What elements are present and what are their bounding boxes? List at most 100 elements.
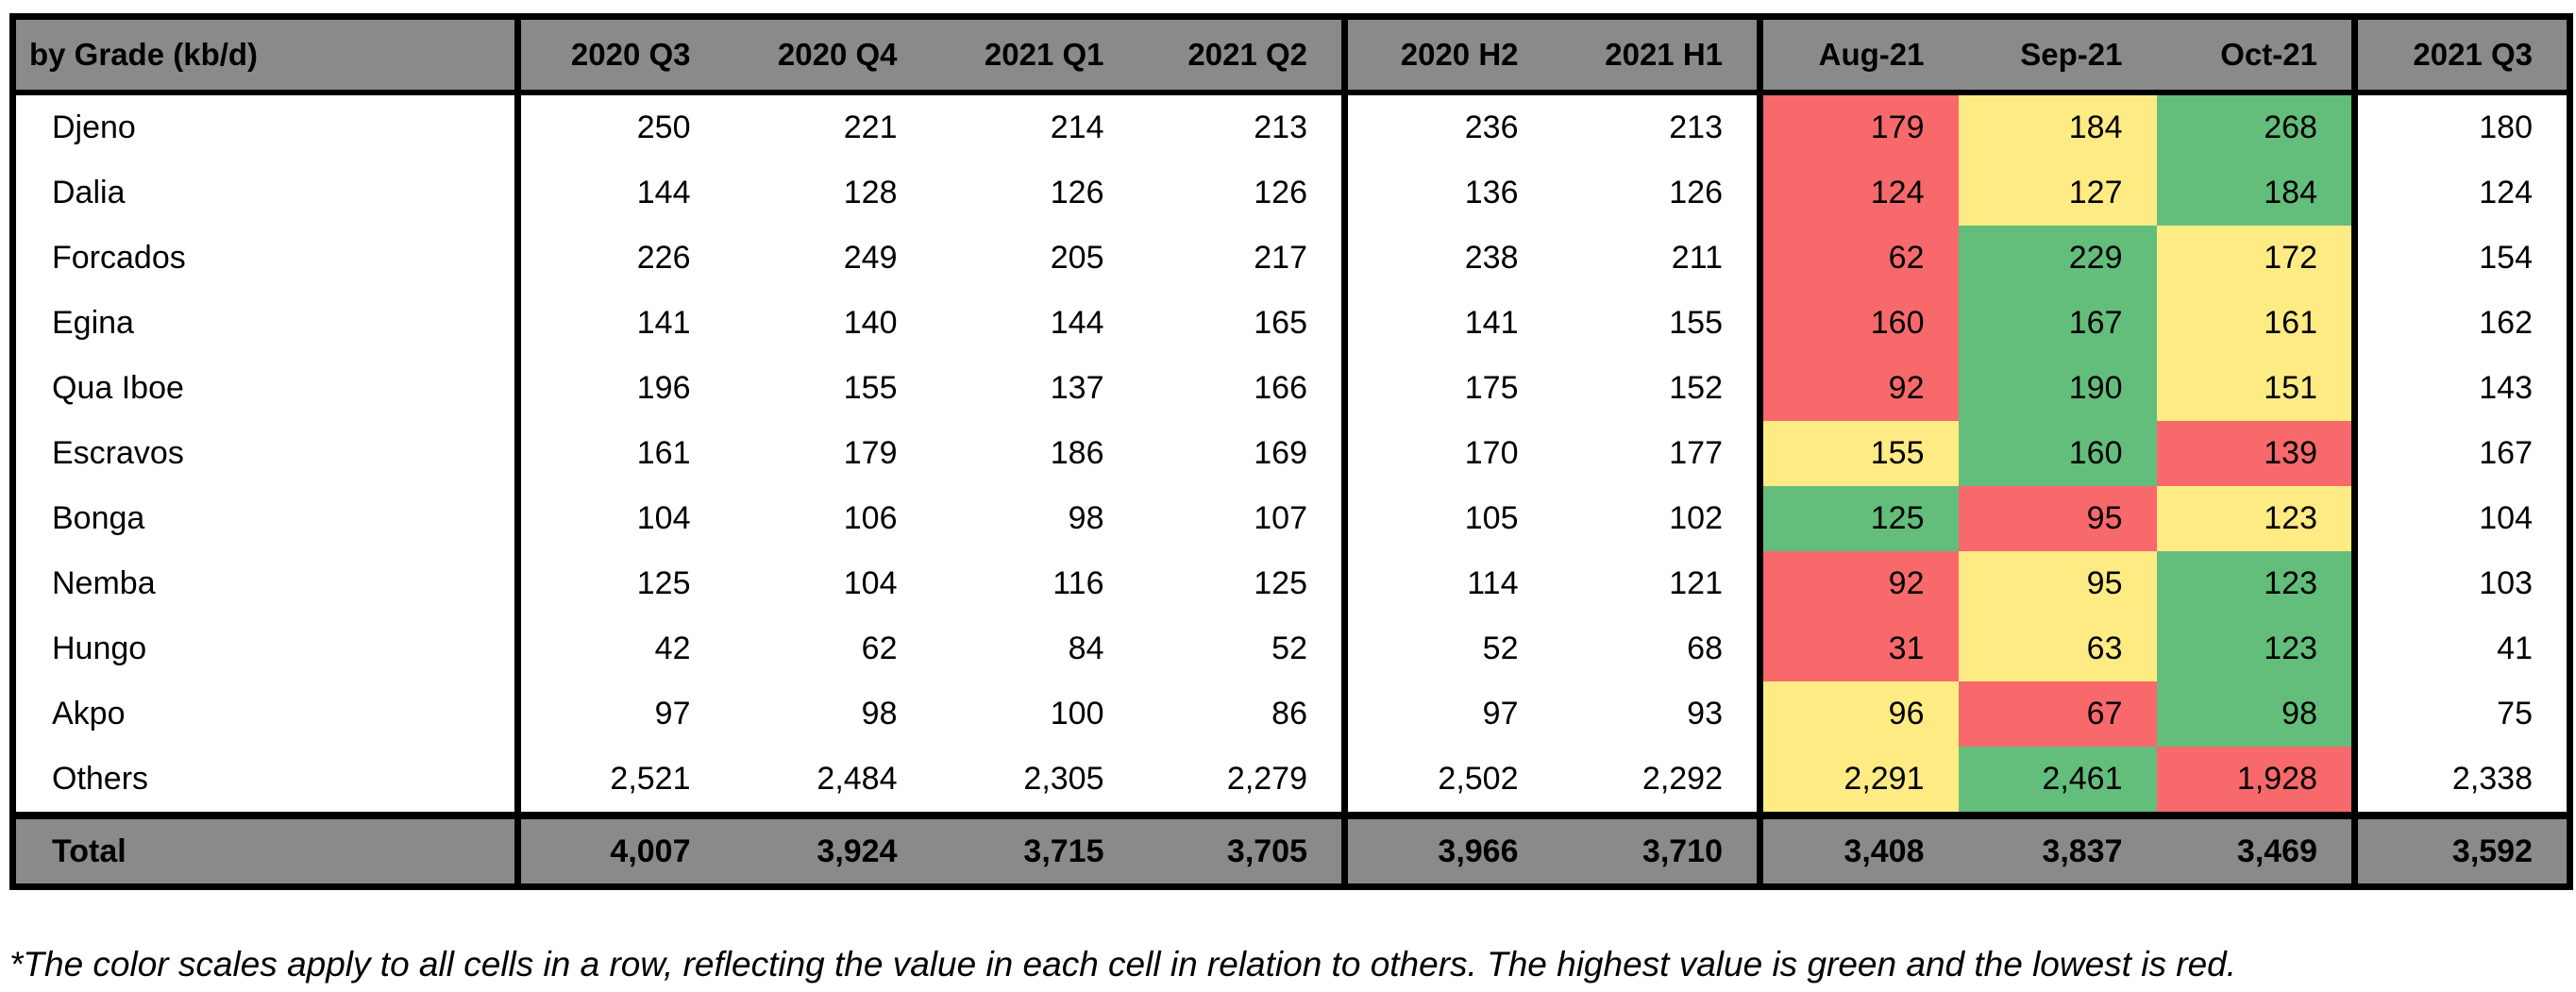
column-header-2021-h1: 2021 H1	[1552, 16, 1760, 95]
value-cell: 3,924	[724, 812, 932, 887]
row-label-akpo: Akpo	[12, 681, 518, 747]
heatmap-cell: 63	[1958, 616, 2157, 681]
row-label-forcados: Forcados	[12, 226, 518, 291]
heatmap-cell: 123	[2156, 616, 2355, 681]
value-cell: 100	[931, 681, 1138, 747]
heatmap-cell: 2,461	[1958, 747, 2157, 815]
heatmap-cell: 62	[1757, 226, 1959, 291]
column-header-2020-q3: 2020 Q3	[514, 16, 725, 95]
value-cell: 2,279	[1137, 747, 1345, 815]
value-cell: 144	[931, 291, 1138, 356]
footnote: *The color scales apply to all cells in …	[9, 945, 2237, 984]
heatmap-cell: 151	[2156, 356, 2355, 421]
value-cell: 155	[724, 356, 932, 421]
table-header: by Grade (kb/d) 2020 Q3 2020 Q4 2021 Q1 202…	[12, 16, 2570, 95]
heatmap-cell: 229	[1958, 226, 2157, 291]
value-cell: 177	[1552, 421, 1760, 486]
value-cell: 2,484	[724, 747, 932, 815]
value-cell: 3,592	[2351, 812, 2570, 887]
table-row-dalia: Dalia 144 128 126 126 136 126 124 127 184 124	[12, 160, 2570, 226]
heatmap-cell: 1,928	[2156, 747, 2355, 815]
value-cell: 217	[1137, 226, 1345, 291]
value-cell: 169	[1137, 421, 1345, 486]
value-cell: 52	[1341, 616, 1553, 681]
heatmap-cell: 167	[1958, 291, 2157, 356]
value-cell: 137	[931, 356, 1138, 421]
value-cell: 121	[1552, 551, 1760, 616]
value-cell: 104	[2351, 486, 2570, 551]
value-cell: 2,292	[1552, 747, 1760, 815]
table-row-nemba: Nemba 125 104 116 125 114 121 92 95 123 103	[12, 551, 2570, 616]
value-cell: 62	[724, 616, 932, 681]
value-cell: 3,715	[931, 812, 1138, 887]
value-cell: 98	[931, 486, 1138, 551]
value-cell: 2,338	[2351, 747, 2570, 815]
value-cell: 154	[2351, 226, 2570, 291]
heatmap-cell: 31	[1757, 616, 1959, 681]
by-grade-header: by Grade (kb/d)	[12, 16, 518, 95]
value-cell: 165	[1137, 291, 1345, 356]
table-row-bonga: Bonga 104 106 98 107 105 102 125 95 123 104	[12, 486, 2570, 551]
value-cell: 162	[2351, 291, 2570, 356]
value-cell: 52	[1137, 616, 1345, 681]
value-cell: 124	[2351, 160, 2570, 226]
value-cell: 238	[1341, 226, 1553, 291]
value-cell: 41	[2351, 616, 2570, 681]
value-cell: 97	[514, 681, 725, 747]
value-cell: 125	[514, 551, 725, 616]
table-row-escravos: Escravos 161 179 186 169 170 177 155 160 139 167	[12, 421, 2570, 486]
heatmap-cell: 184	[1958, 92, 2157, 160]
value-cell: 196	[514, 356, 725, 421]
value-cell: 166	[1137, 356, 1345, 421]
row-label-egina: Egina	[12, 291, 518, 356]
value-cell: 155	[1552, 291, 1760, 356]
value-cell: 140	[724, 291, 932, 356]
table-body: Djeno 250 221 214 213 236 213 179 184 268 180 Dalia…	[12, 92, 2570, 815]
value-cell: 105	[1341, 486, 1553, 551]
heatmap-cell: 268	[2156, 92, 2355, 160]
value-cell: 250	[514, 92, 725, 160]
value-cell: 3,408	[1757, 812, 1959, 887]
value-cell: 143	[2351, 356, 2570, 421]
value-cell: 75	[2351, 681, 2570, 747]
heatmap-cell: 95	[1958, 486, 2157, 551]
value-cell: 236	[1341, 92, 1553, 160]
value-cell: 103	[2351, 551, 2570, 616]
production-by-grade-table: by Grade (kb/d) 2020 Q3 2020 Q4 2021 Q1 202…	[9, 13, 2573, 890]
value-cell: 106	[724, 486, 932, 551]
value-cell: 3,705	[1137, 812, 1345, 887]
value-cell: 3,837	[1958, 812, 2157, 887]
value-cell: 128	[724, 160, 932, 226]
value-cell: 2,502	[1341, 747, 1553, 815]
value-cell: 180	[2351, 92, 2570, 160]
value-cell: 42	[514, 616, 725, 681]
value-cell: 68	[1552, 616, 1760, 681]
value-cell: 2,305	[931, 747, 1138, 815]
heatmap-cell: 184	[2156, 160, 2355, 226]
table-row-qua-iboe: Qua Iboe 196 155 137 166 175 152 92 190 151 143	[12, 356, 2570, 421]
value-cell: 213	[1137, 92, 1345, 160]
header-row: by Grade (kb/d) 2020 Q3 2020 Q4 2021 Q1 202…	[12, 16, 2570, 95]
value-cell: 167	[2351, 421, 2570, 486]
value-cell: 161	[514, 421, 725, 486]
heatmap-cell: 190	[1958, 356, 2157, 421]
value-cell: 170	[1341, 421, 1553, 486]
value-cell: 126	[931, 160, 1138, 226]
value-cell: 186	[931, 421, 1138, 486]
value-cell: 205	[931, 226, 1138, 291]
row-label-escravos: Escravos	[12, 421, 518, 486]
column-header-2021-q3: 2021 Q3	[2351, 16, 2570, 95]
column-header-sep-21: Sep-21	[1958, 16, 2157, 95]
heatmap-cell: 127	[1958, 160, 2157, 226]
heatmap-cell: 155	[1757, 421, 1959, 486]
value-cell: 125	[1137, 551, 1345, 616]
heatmap-cell: 96	[1757, 681, 1959, 747]
heatmap-cell: 98	[2156, 681, 2355, 747]
total-label: Total	[12, 812, 518, 887]
row-label-hungo: Hungo	[12, 616, 518, 681]
column-header-2021-q1: 2021 Q1	[931, 16, 1138, 95]
value-cell: 211	[1552, 226, 1760, 291]
value-cell: 214	[931, 92, 1138, 160]
row-label-djeno: Djeno	[12, 92, 518, 160]
value-cell: 126	[1137, 160, 1345, 226]
